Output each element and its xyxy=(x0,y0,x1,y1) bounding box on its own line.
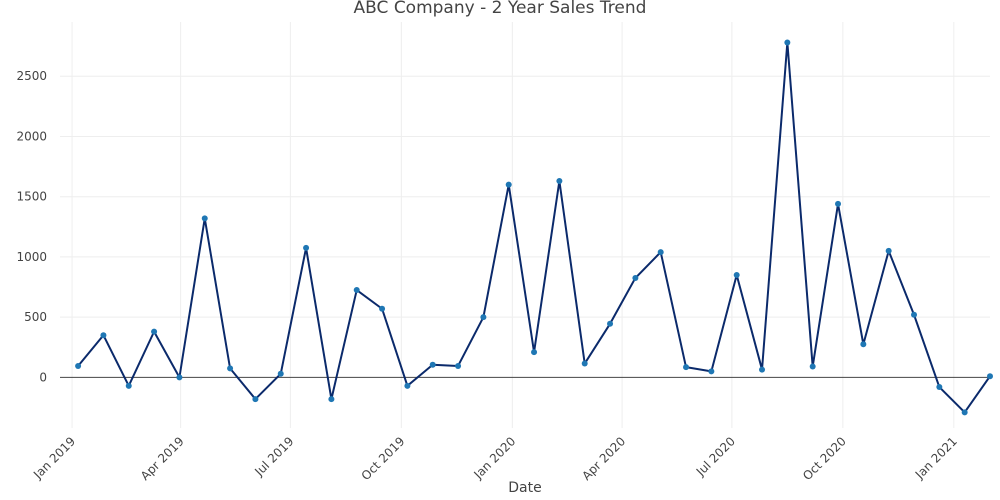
data-point xyxy=(683,364,690,371)
data-point xyxy=(303,244,310,251)
plot-area xyxy=(75,39,993,416)
y-tick-label: 0 xyxy=(39,370,47,384)
data-point xyxy=(657,249,664,256)
chart-title: ABC Company - 2 Year Sales Trend xyxy=(354,0,647,18)
data-point xyxy=(75,362,82,369)
data-point xyxy=(404,382,411,389)
data-point xyxy=(987,373,993,380)
data-point xyxy=(759,366,766,373)
series-line xyxy=(77,41,991,414)
data-point xyxy=(176,374,183,381)
x-axis-title: Date xyxy=(508,480,541,496)
y-tick-label: 1000 xyxy=(16,250,47,264)
data-point xyxy=(885,247,892,254)
data-point xyxy=(531,349,538,356)
data-point xyxy=(632,275,639,282)
data-point xyxy=(151,328,158,335)
x-tick-label: Jan 2019 xyxy=(30,434,78,482)
data-point xyxy=(607,320,614,327)
data-point xyxy=(961,409,968,416)
data-point xyxy=(252,396,259,403)
x-tick-label: Oct 2019 xyxy=(359,434,408,483)
data-point xyxy=(809,363,816,370)
data-point xyxy=(328,396,335,403)
data-point xyxy=(936,384,943,391)
data-point xyxy=(733,271,740,278)
y-tick-label: 500 xyxy=(24,310,47,324)
x-tick-label: Jan 2021 xyxy=(912,434,960,482)
data-point xyxy=(201,215,208,222)
data-point xyxy=(353,287,360,294)
data-point xyxy=(581,360,588,367)
data-point xyxy=(860,341,867,348)
data-point xyxy=(125,382,132,389)
y-tick-label: 2000 xyxy=(16,129,47,143)
x-tick-label: Apr 2020 xyxy=(579,434,628,483)
data-point xyxy=(277,370,284,377)
x-tick-label: Jul 2020 xyxy=(693,434,738,479)
y-tick-label: 1500 xyxy=(16,190,47,204)
x-tick-label: Oct 2020 xyxy=(800,434,849,483)
data-point xyxy=(100,332,107,339)
data-point xyxy=(480,314,487,321)
data-point xyxy=(505,181,512,188)
data-point xyxy=(784,39,791,46)
grid-lines xyxy=(60,22,990,428)
y-tick-label: 2500 xyxy=(16,69,47,83)
data-point xyxy=(708,368,715,375)
x-tick-label: Apr 2019 xyxy=(138,434,187,483)
data-point xyxy=(455,362,462,369)
axes: Jan 2019 Apr 2019 Jul 2019 Oct 2019 Jan 2020… xyxy=(16,69,990,483)
data-point xyxy=(556,178,563,185)
data-point xyxy=(835,200,842,207)
data-point xyxy=(911,311,918,318)
data-point xyxy=(379,305,386,312)
x-tick-label: Jan 2020 xyxy=(470,434,518,482)
data-point xyxy=(429,361,436,368)
x-tick-label: Jul 2019 xyxy=(251,434,296,479)
data-point xyxy=(227,365,234,372)
